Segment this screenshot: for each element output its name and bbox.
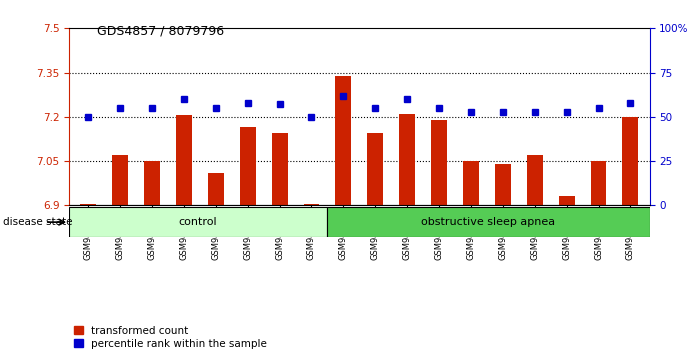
Bar bbox=[335, 75, 351, 205]
Bar bbox=[240, 127, 256, 205]
Bar bbox=[399, 114, 415, 205]
Legend: transformed count, percentile rank within the sample: transformed count, percentile rank withi… bbox=[75, 326, 267, 349]
Bar bbox=[112, 155, 128, 205]
Bar bbox=[176, 115, 192, 205]
Bar bbox=[591, 161, 607, 205]
Bar bbox=[208, 173, 224, 205]
Bar bbox=[527, 155, 542, 205]
Text: control: control bbox=[179, 217, 218, 227]
Bar bbox=[495, 164, 511, 205]
FancyBboxPatch shape bbox=[69, 207, 327, 237]
Bar bbox=[431, 120, 447, 205]
Bar bbox=[272, 133, 287, 205]
Bar bbox=[463, 161, 479, 205]
Text: obstructive sleep apnea: obstructive sleep apnea bbox=[422, 217, 556, 227]
Bar bbox=[303, 204, 319, 205]
Bar bbox=[558, 196, 575, 205]
Bar bbox=[80, 204, 96, 205]
Text: GDS4857 / 8079796: GDS4857 / 8079796 bbox=[97, 25, 224, 38]
Bar bbox=[368, 133, 384, 205]
Text: disease state: disease state bbox=[3, 217, 73, 227]
Bar bbox=[144, 161, 160, 205]
Bar bbox=[623, 117, 638, 205]
FancyBboxPatch shape bbox=[327, 207, 650, 237]
